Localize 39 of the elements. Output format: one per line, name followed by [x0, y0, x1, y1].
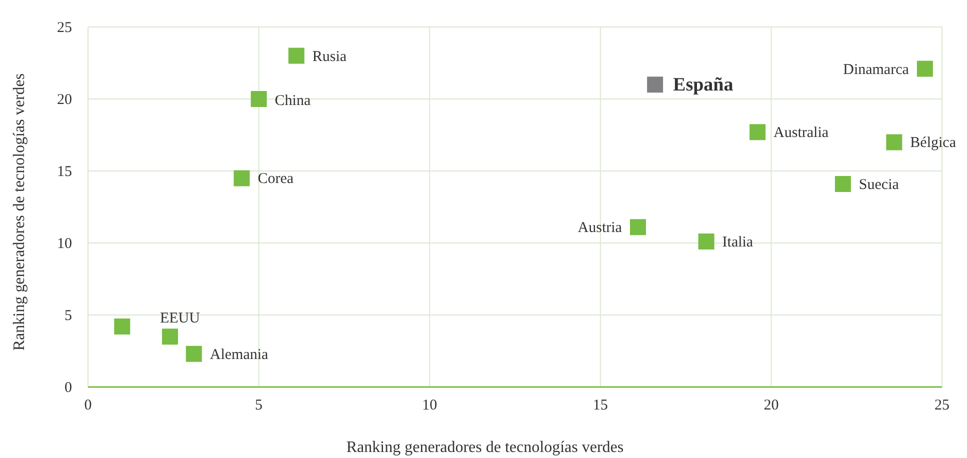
- point: [916, 60, 933, 77]
- point: [647, 76, 664, 93]
- series-label: Alemania: [210, 346, 269, 363]
- point: [186, 346, 202, 362]
- series-label: Dinamarca: [843, 62, 910, 78]
- series-label: España: [673, 74, 734, 96]
- x-axis-title: Ranking generadores de tecnologías verdes: [346, 439, 624, 456]
- point: [886, 134, 902, 150]
- point: [250, 91, 267, 107]
- point: [234, 170, 250, 186]
- y-tick-label: 15: [57, 164, 72, 180]
- point: [834, 176, 851, 192]
- x-tick-label: 15: [592, 398, 608, 414]
- x-tick-label: 20: [764, 398, 779, 414]
- x-tick-label: 5: [255, 398, 263, 414]
- series-label: EEUU: [160, 310, 200, 327]
- series-label: Italia: [722, 234, 754, 251]
- point: [750, 124, 766, 140]
- series-label: Rusia: [312, 48, 347, 65]
- point: [162, 328, 178, 345]
- series-label: Bélgica: [910, 135, 956, 152]
- series-label: Austria: [578, 220, 622, 236]
- y-tick-label: 10: [57, 236, 72, 252]
- point: [114, 318, 130, 335]
- x-tick-label: 25: [934, 398, 950, 414]
- series-label: China: [274, 93, 311, 109]
- y-axis-title: Ranking generadores de tecnologías verdes: [11, 73, 28, 351]
- series-label: Corea: [258, 171, 294, 188]
- point: [698, 234, 714, 250]
- x-tick-label: 0: [84, 398, 92, 414]
- series-label: Australia: [774, 125, 829, 142]
- y-tick-label: 5: [64, 308, 72, 324]
- series-label: Suecia: [858, 176, 900, 193]
- point: [288, 48, 304, 64]
- y-tick-label: 0: [64, 380, 72, 396]
- y-tick-label: 25: [57, 20, 72, 36]
- point: [630, 219, 646, 236]
- y-tick-label: 20: [57, 92, 72, 108]
- x-tick-label: 10: [422, 398, 438, 414]
